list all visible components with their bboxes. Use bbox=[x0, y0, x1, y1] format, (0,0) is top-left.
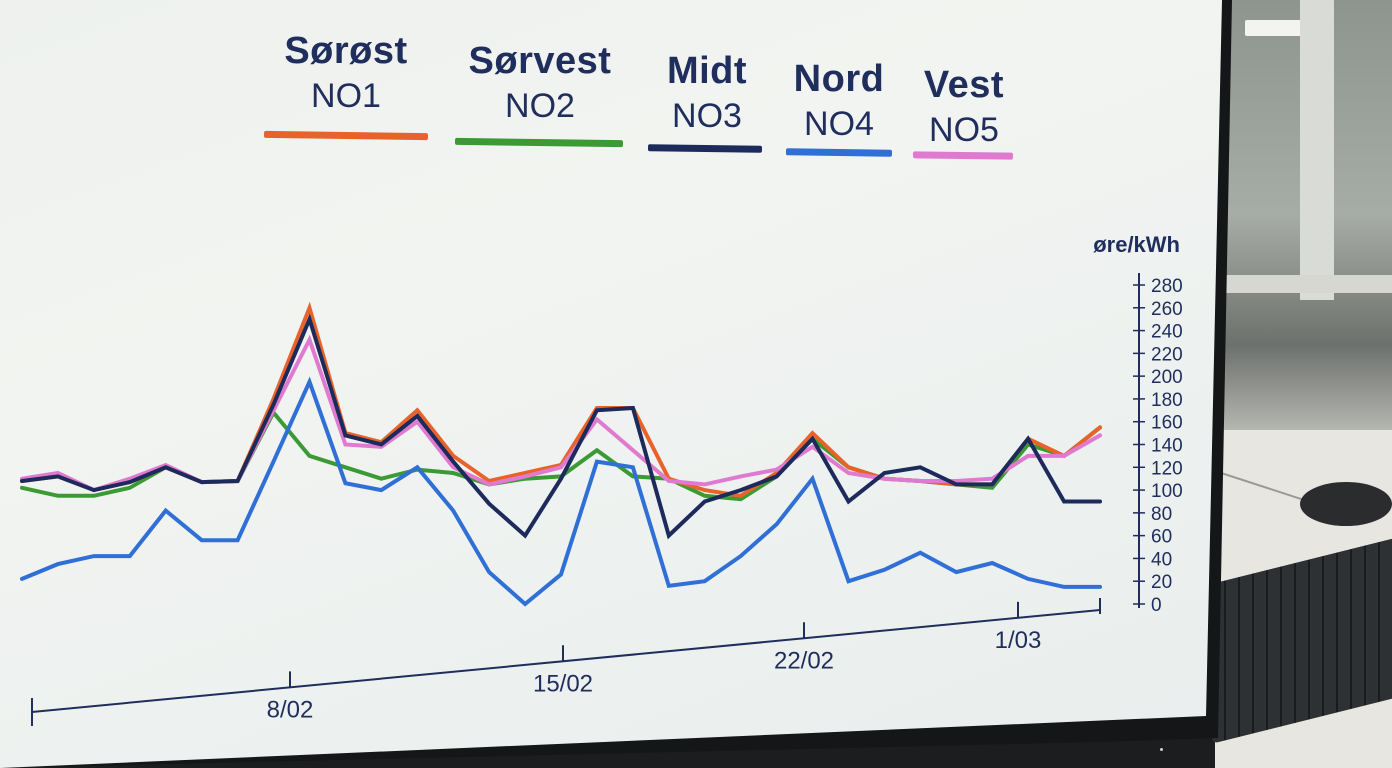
x-tick-label: 22/02 bbox=[774, 647, 834, 674]
y-tick-label: 160 bbox=[1151, 413, 1183, 434]
legend-item-no5: Vest NO5 bbox=[912, 64, 1016, 150]
legend-code: NO4 bbox=[804, 105, 874, 143]
y-tick-label: 100 bbox=[1151, 481, 1183, 502]
office-pillar bbox=[1300, 0, 1334, 300]
y-tick-label: 280 bbox=[1151, 276, 1183, 297]
legend-region: Sørøst bbox=[284, 30, 408, 72]
x-tick-label: 1/03 bbox=[995, 627, 1042, 654]
price-line-chart: øre/kWh 02040608010012014016018020022024… bbox=[20, 232, 1183, 726]
ceiling-light bbox=[1245, 20, 1315, 36]
power-led bbox=[1160, 748, 1163, 751]
series-line-no3 bbox=[20, 313, 1102, 540]
background-desk bbox=[1225, 275, 1392, 293]
y-tick-label: 80 bbox=[1151, 504, 1172, 525]
y-tick-label: 40 bbox=[1151, 549, 1172, 570]
legend-item-no3: Midt NO3 bbox=[648, 50, 766, 136]
y-tick-label: 180 bbox=[1151, 390, 1183, 411]
series-line-no5 bbox=[20, 334, 1102, 493]
monitor-screen: Sørøst NO1 Sørvest NO2 Midt NO3 Nord NO4… bbox=[0, 0, 1222, 768]
legend-code: NO5 bbox=[929, 111, 999, 149]
y-tick-label: 200 bbox=[1151, 367, 1183, 388]
y-tick-label: 220 bbox=[1151, 344, 1183, 365]
legend-item-no4: Nord NO4 bbox=[784, 58, 894, 144]
series-lines bbox=[20, 301, 1102, 607]
y-axis-unit-label: øre/kWh bbox=[1093, 232, 1180, 257]
y-tick-label: 260 bbox=[1151, 299, 1183, 320]
legend-region: Nord bbox=[793, 58, 885, 100]
legend-code: NO3 bbox=[672, 97, 742, 135]
legend-region: Sørvest bbox=[468, 40, 612, 82]
x-tick-label: 8/02 bbox=[267, 696, 314, 723]
legend-region: Midt bbox=[666, 50, 748, 92]
y-tick-label: 60 bbox=[1151, 527, 1172, 548]
x-axis: 8/02 15/02 22/02 1/03 bbox=[31, 598, 1101, 726]
y-tick-label: 20 bbox=[1151, 572, 1172, 593]
x-tick-label: 15/02 bbox=[533, 670, 593, 697]
legend-code: NO2 bbox=[505, 87, 575, 125]
legend-item-no2: Sørvest NO2 bbox=[455, 40, 625, 126]
mouse bbox=[1300, 482, 1392, 526]
y-tick-label: 240 bbox=[1151, 322, 1183, 343]
y-tick-label: 0 bbox=[1151, 595, 1162, 616]
series-line-no2 bbox=[20, 409, 1102, 502]
legend-code: NO1 bbox=[311, 77, 381, 115]
legend-item-no1: Sørøst NO1 bbox=[262, 30, 430, 116]
x-axis-line bbox=[31, 609, 1101, 713]
series-line-no4 bbox=[20, 376, 1102, 607]
y-tick-label: 120 bbox=[1151, 458, 1183, 479]
legend-region: Vest bbox=[923, 64, 1005, 106]
y-tick-label: 140 bbox=[1151, 436, 1183, 457]
